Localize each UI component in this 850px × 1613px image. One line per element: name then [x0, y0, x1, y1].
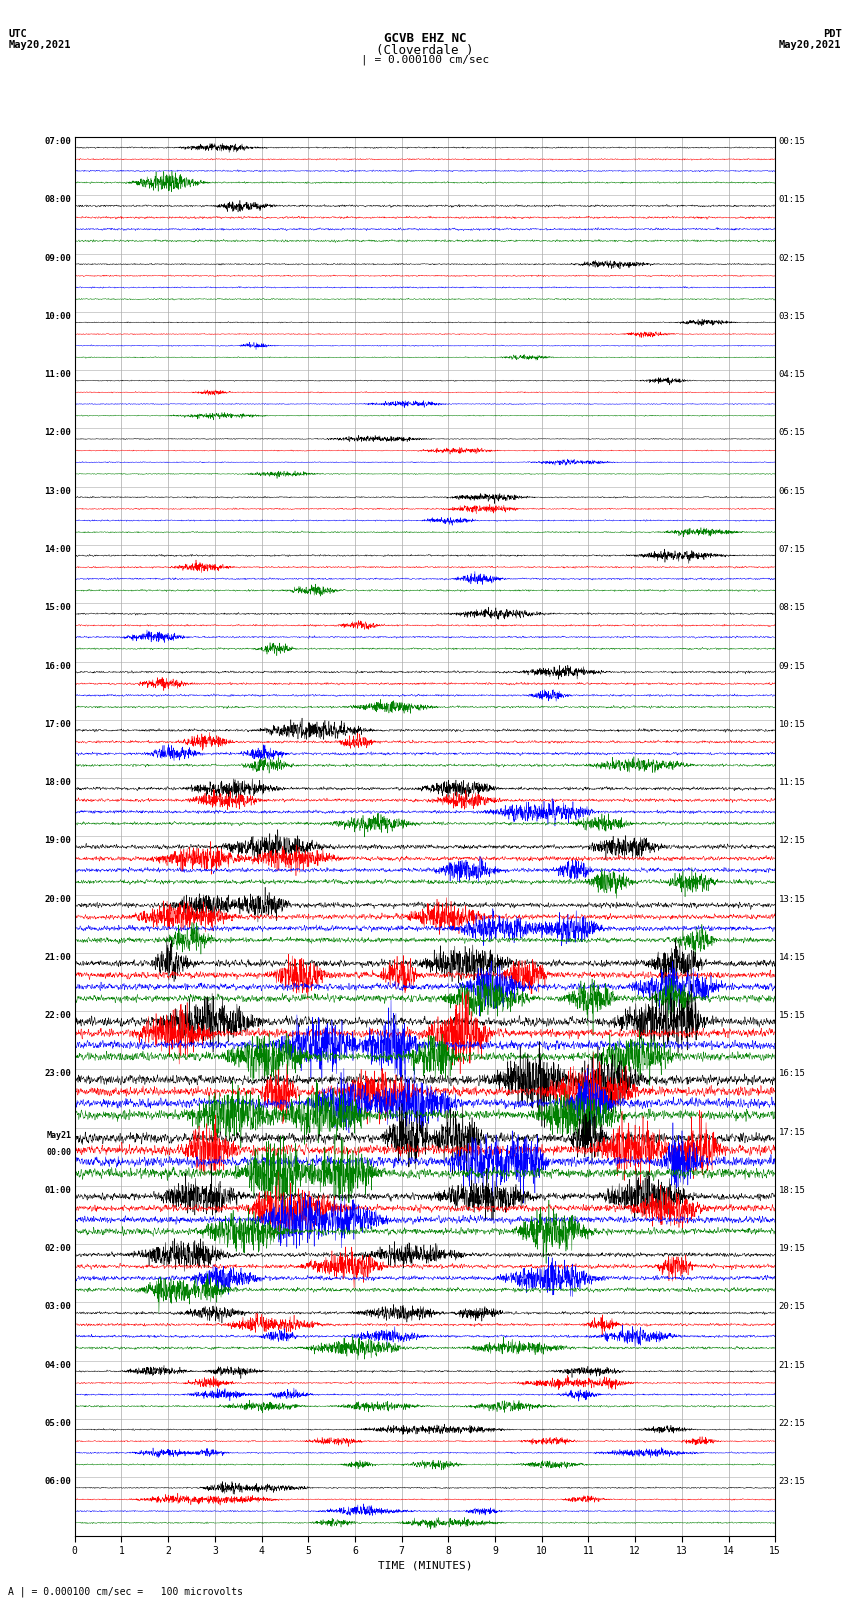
Text: 01:15: 01:15: [779, 195, 806, 205]
Text: 16:00: 16:00: [44, 661, 71, 671]
Text: A | = 0.000100 cm/sec =   100 microvolts: A | = 0.000100 cm/sec = 100 microvolts: [8, 1586, 243, 1597]
Text: 17:00: 17:00: [44, 719, 71, 729]
Text: | = 0.000100 cm/sec: | = 0.000100 cm/sec: [361, 55, 489, 66]
Text: 07:15: 07:15: [779, 545, 806, 553]
Text: 15:15: 15:15: [779, 1011, 806, 1019]
Text: 01:00: 01:00: [44, 1186, 71, 1195]
Text: 04:00: 04:00: [44, 1361, 71, 1369]
Text: 05:15: 05:15: [779, 429, 806, 437]
Text: 10:15: 10:15: [779, 719, 806, 729]
Text: 09:00: 09:00: [44, 253, 71, 263]
Text: 05:00: 05:00: [44, 1419, 71, 1428]
Text: 14:00: 14:00: [44, 545, 71, 553]
Text: 04:15: 04:15: [779, 371, 806, 379]
Text: 18:15: 18:15: [779, 1186, 806, 1195]
Text: GCVB EHZ NC: GCVB EHZ NC: [383, 32, 467, 45]
Text: 06:00: 06:00: [44, 1478, 71, 1486]
Text: 18:00: 18:00: [44, 777, 71, 787]
Text: 10:00: 10:00: [44, 311, 71, 321]
Text: 14:15: 14:15: [779, 953, 806, 961]
Text: 22:15: 22:15: [779, 1419, 806, 1428]
Text: 03:15: 03:15: [779, 311, 806, 321]
Text: 02:00: 02:00: [44, 1244, 71, 1253]
Text: May20,2021: May20,2021: [8, 40, 71, 50]
Text: UTC: UTC: [8, 29, 27, 39]
Text: 22:00: 22:00: [44, 1011, 71, 1019]
Text: 23:00: 23:00: [44, 1069, 71, 1079]
Text: 08:00: 08:00: [44, 195, 71, 205]
Text: 12:00: 12:00: [44, 429, 71, 437]
Text: PDT: PDT: [823, 29, 842, 39]
Text: 07:00: 07:00: [44, 137, 71, 147]
Text: 09:15: 09:15: [779, 661, 806, 671]
Text: 08:15: 08:15: [779, 603, 806, 613]
Text: 12:15: 12:15: [779, 836, 806, 845]
Text: 06:15: 06:15: [779, 487, 806, 495]
Text: 03:00: 03:00: [44, 1303, 71, 1311]
Text: 20:15: 20:15: [779, 1303, 806, 1311]
Text: May21: May21: [46, 1131, 71, 1140]
Text: 23:15: 23:15: [779, 1478, 806, 1486]
Text: 21:15: 21:15: [779, 1361, 806, 1369]
Text: 11:00: 11:00: [44, 371, 71, 379]
Text: May20,2021: May20,2021: [779, 40, 842, 50]
Text: 20:00: 20:00: [44, 895, 71, 903]
Text: 02:15: 02:15: [779, 253, 806, 263]
Text: 19:00: 19:00: [44, 836, 71, 845]
Text: 17:15: 17:15: [779, 1127, 806, 1137]
Text: 13:00: 13:00: [44, 487, 71, 495]
Text: 21:00: 21:00: [44, 953, 71, 961]
Text: 16:15: 16:15: [779, 1069, 806, 1079]
Text: 00:00: 00:00: [46, 1148, 71, 1157]
Text: 15:00: 15:00: [44, 603, 71, 613]
Text: 13:15: 13:15: [779, 895, 806, 903]
X-axis label: TIME (MINUTES): TIME (MINUTES): [377, 1560, 473, 1569]
Text: 00:15: 00:15: [779, 137, 806, 147]
Text: (Cloverdale ): (Cloverdale ): [377, 44, 473, 56]
Text: 11:15: 11:15: [779, 777, 806, 787]
Text: 19:15: 19:15: [779, 1244, 806, 1253]
